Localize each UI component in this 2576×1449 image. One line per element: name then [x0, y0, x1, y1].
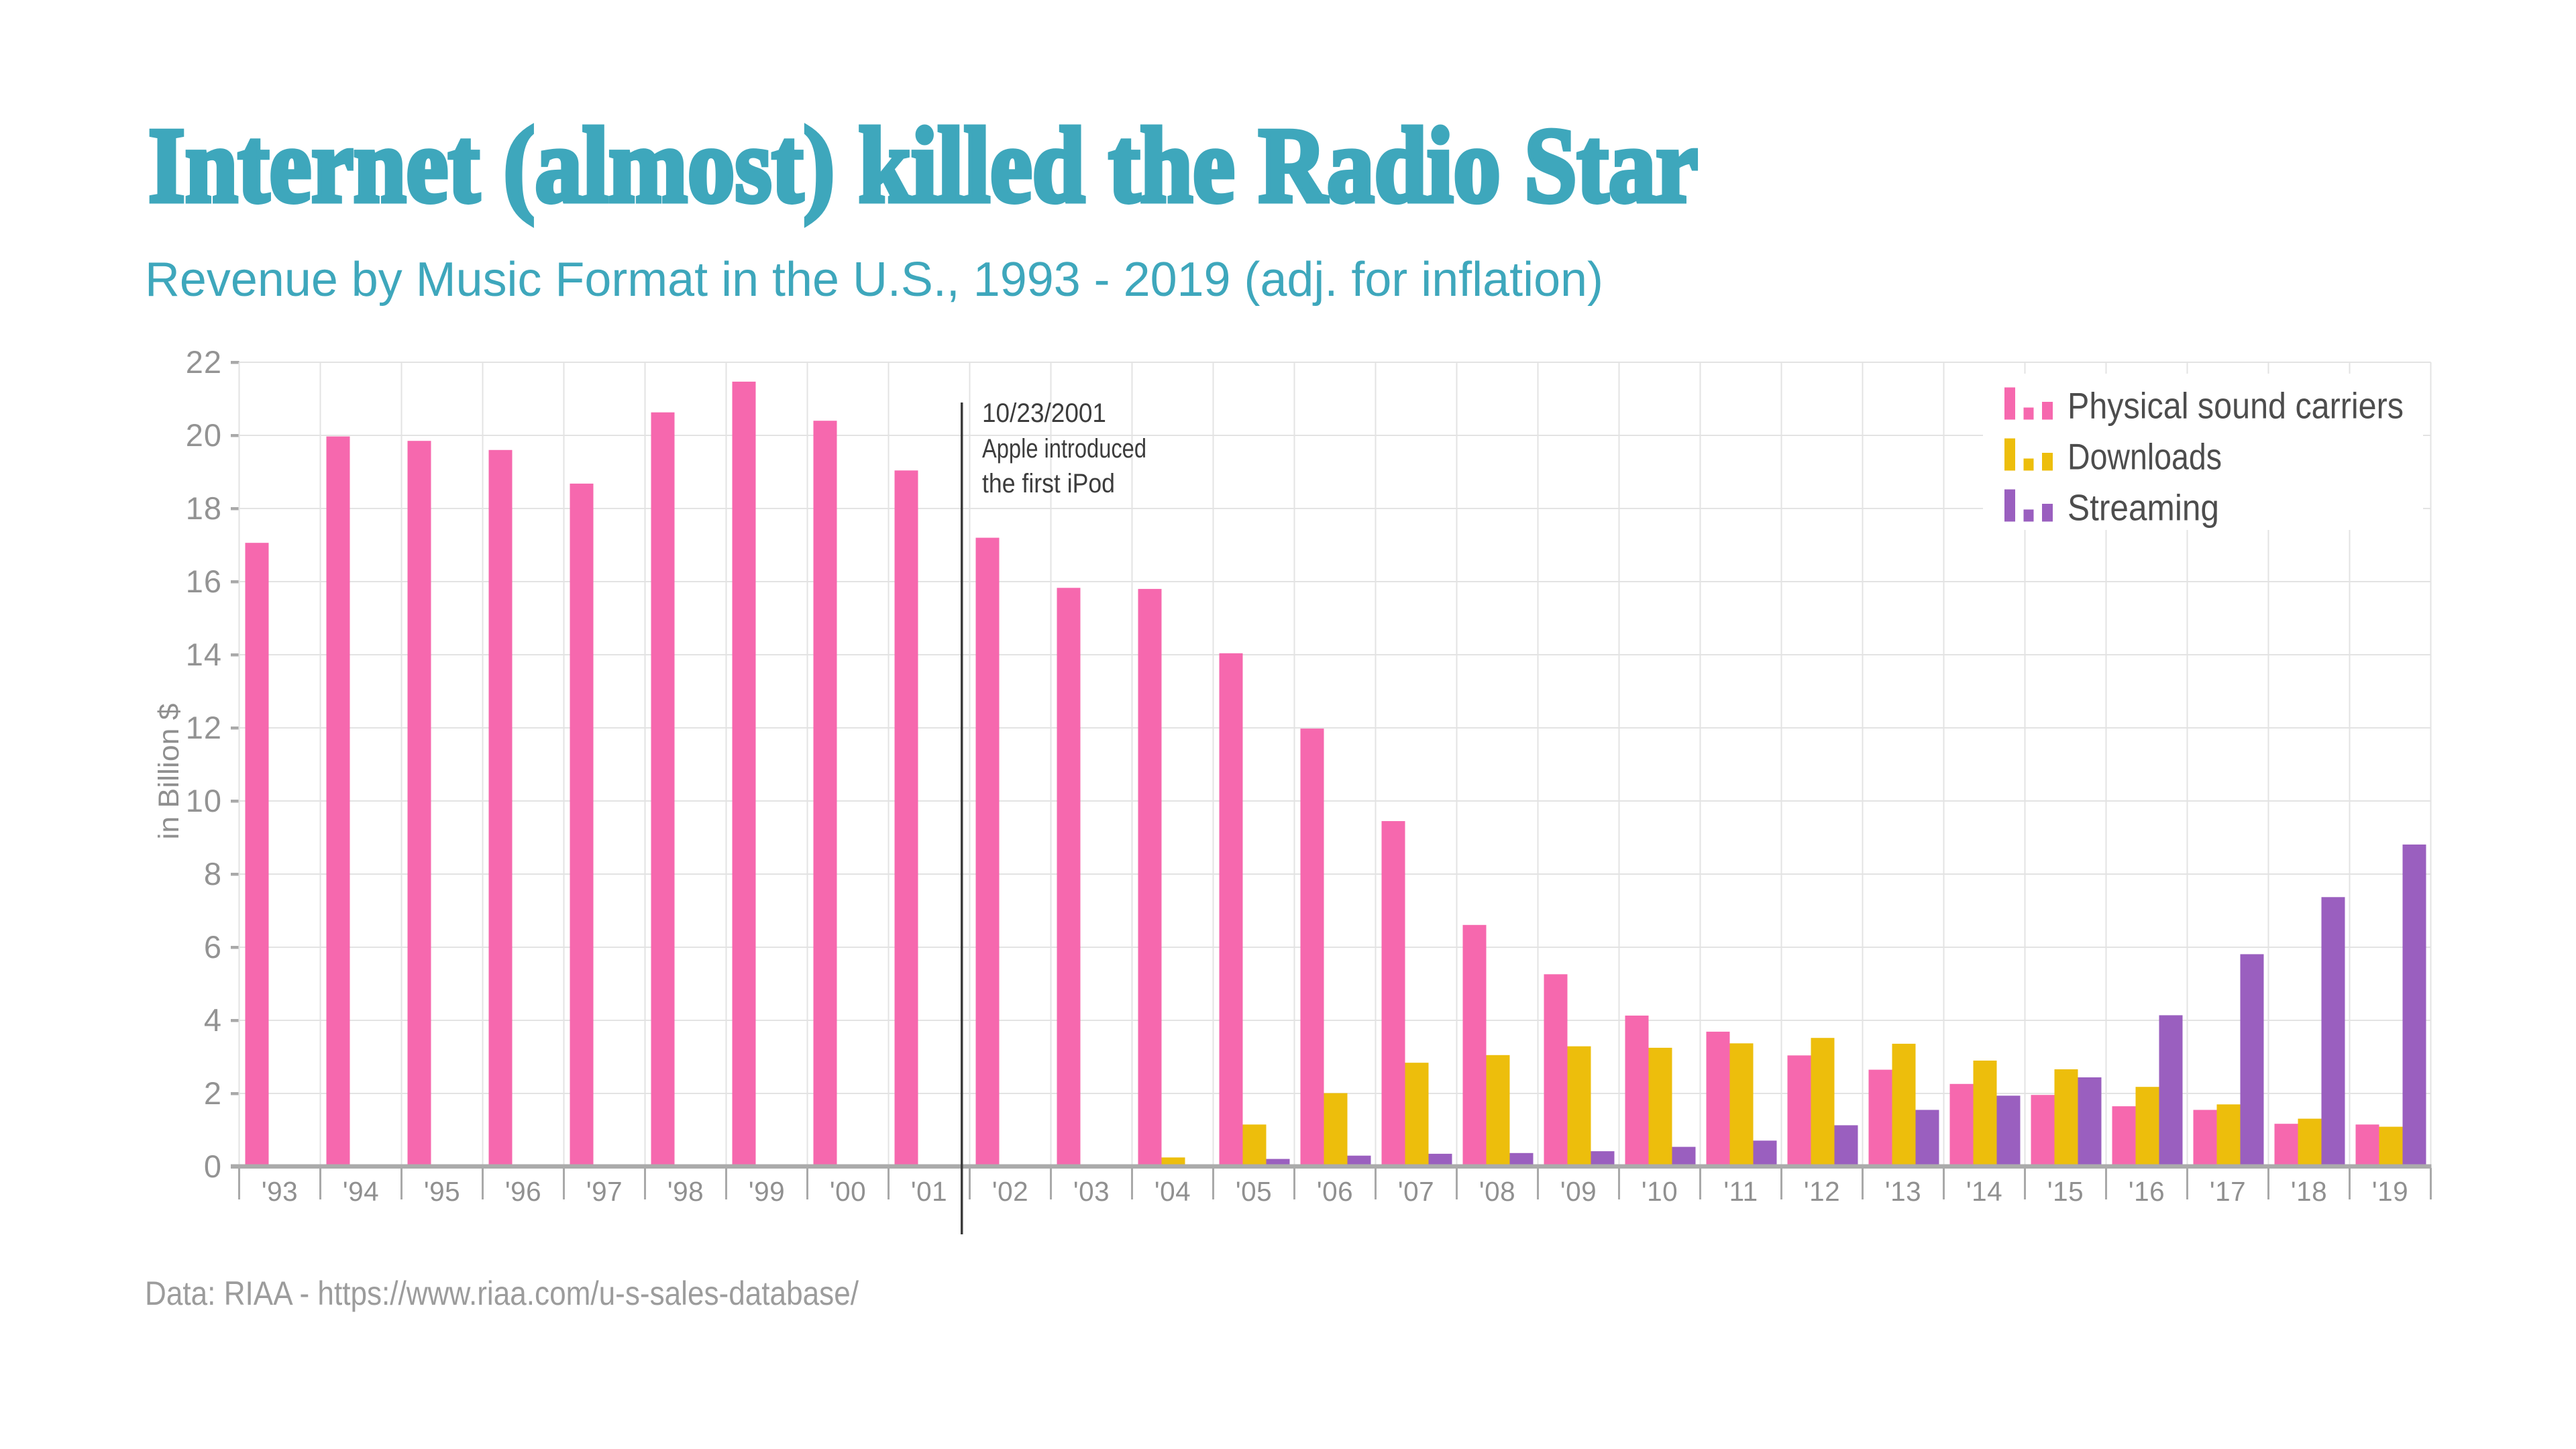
svg-text:4: 4: [204, 1002, 222, 1038]
svg-text:in Billion $: in Billion $: [153, 703, 185, 839]
svg-text:12: 12: [186, 710, 222, 745]
svg-text:'03: '03: [1073, 1176, 1110, 1207]
svg-text:Internet (almost) killed the R: Internet (almost) killed the Radio Star: [148, 105, 1698, 225]
svg-text:Downloads: Downloads: [2068, 436, 2222, 478]
svg-text:'10: '10: [1642, 1176, 1678, 1207]
svg-text:the first iPod: the first iPod: [982, 469, 1115, 498]
svg-text:'94: '94: [343, 1176, 379, 1207]
svg-text:'12: '12: [1804, 1176, 1840, 1207]
svg-text:'96: '96: [505, 1176, 541, 1207]
svg-text:'95: '95: [424, 1176, 460, 1207]
svg-text:18: 18: [186, 490, 222, 526]
svg-text:'13: '13: [1885, 1176, 1921, 1207]
svg-text:10/23/2001: 10/23/2001: [982, 398, 1106, 428]
svg-text:0: 0: [204, 1148, 222, 1184]
svg-text:'18: '18: [2291, 1176, 2327, 1207]
svg-text:Apple introduced: Apple introduced: [982, 434, 1146, 464]
svg-text:'99: '99: [749, 1176, 785, 1207]
svg-text:'14: '14: [1966, 1176, 2002, 1207]
svg-text:'17: '17: [2210, 1176, 2246, 1207]
svg-text:22: 22: [186, 344, 222, 380]
svg-text:Revenue by Music Format in the: Revenue by Music Format in the U.S., 199…: [145, 253, 1603, 307]
svg-text:'06: '06: [1317, 1176, 1353, 1207]
svg-text:16: 16: [186, 564, 222, 599]
svg-text:'11: '11: [1723, 1176, 1758, 1207]
svg-text:Data: RIAA - https://www.riaa.: Data: RIAA - https://www.riaa.com/u-s-sa…: [145, 1275, 859, 1312]
svg-text:'15: '15: [2047, 1176, 2084, 1207]
svg-text:2: 2: [204, 1075, 222, 1111]
svg-text:'08: '08: [1479, 1176, 1515, 1207]
svg-text:'02: '02: [992, 1176, 1028, 1207]
svg-text:Physical sound carriers: Physical sound carriers: [2068, 385, 2404, 427]
svg-text:'07: '07: [1398, 1176, 1434, 1207]
svg-text:'01: '01: [911, 1176, 947, 1207]
svg-text:'98: '98: [667, 1176, 704, 1207]
svg-text:'04: '04: [1155, 1176, 1191, 1207]
svg-text:6: 6: [204, 929, 222, 965]
svg-text:20: 20: [186, 417, 222, 453]
svg-text:'00: '00: [830, 1176, 866, 1207]
svg-text:8: 8: [204, 856, 222, 892]
svg-text:'09: '09: [1560, 1176, 1597, 1207]
svg-text:'19: '19: [2372, 1176, 2408, 1207]
svg-text:'16: '16: [2129, 1176, 2165, 1207]
svg-text:'97: '97: [586, 1176, 623, 1207]
svg-text:14: 14: [186, 637, 222, 672]
svg-text:Streaming: Streaming: [2068, 487, 2219, 529]
svg-text:10: 10: [186, 783, 222, 818]
svg-text:'93: '93: [262, 1176, 298, 1207]
svg-text:'05: '05: [1236, 1176, 1272, 1207]
